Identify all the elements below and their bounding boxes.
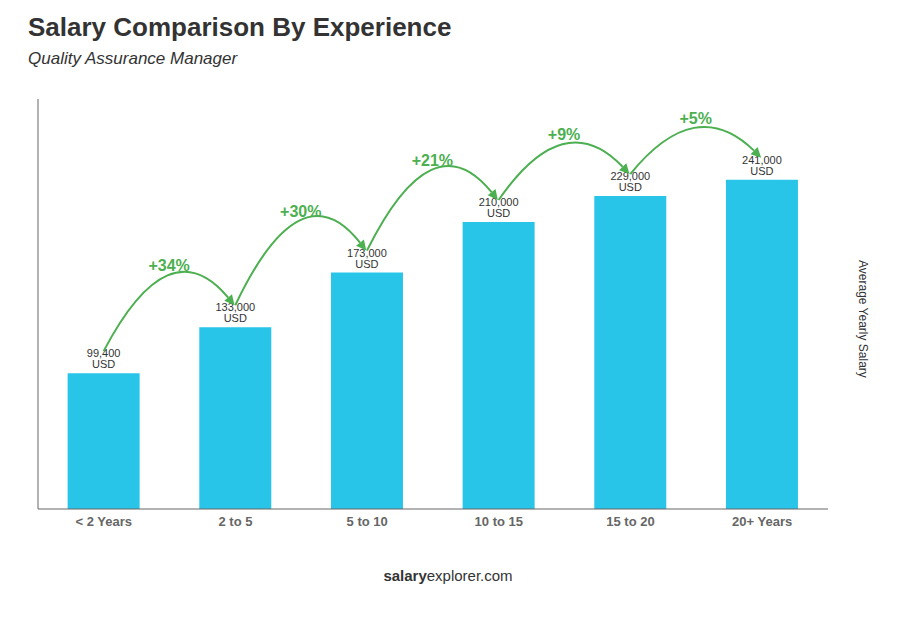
html-text:salary explorer.com: salary explorer.com (383, 567, 513, 584)
html-text:USD: USD (487, 207, 511, 219)
html-text:229,000: 229,000 (610, 170, 651, 182)
html-text:Salary Comparison By Experienc: Salary Comparison By Experience (28, 12, 452, 42)
svg-text:+5%: +5% (680, 110, 712, 127)
svg-text:241,000USD: 241,000USD (742, 154, 782, 177)
svg-text:+21%: +21% (412, 152, 453, 169)
svg-text:5 to 10: 5 to 10 (347, 514, 388, 529)
html-text:USD: USD (355, 257, 379, 270)
svg-text:+30%: +30% (280, 203, 321, 220)
html-text:Quality Assurance Manager: Quality Assurance Manager (28, 49, 238, 68)
html-text:210,000: 210,000 (478, 196, 519, 208)
svg-text:10 to 15: 10 to 15 (475, 514, 523, 529)
html-text:USD: USD (92, 358, 116, 371)
svg-text:< 2 Years: < 2 Years (76, 514, 133, 529)
html-text:99,400: 99,400 (86, 347, 121, 360)
html-text:USD: USD (223, 312, 247, 325)
svg-text:20+ Years: 20+ Years (732, 514, 792, 529)
svg-text:+9%: +9% (548, 126, 580, 143)
svg-text:15 to 20: 15 to 20 (606, 514, 654, 529)
svg-text:+34%: +34% (148, 257, 189, 274)
svg-text:2 to 5: 2 to 5 (219, 514, 253, 529)
html-text:133,000: 133,000 (215, 301, 256, 314)
html-text:Average Yearly Salary: Average Yearly Salary (856, 260, 870, 378)
html-text:USD: USD (618, 181, 642, 193)
html-text:173,000: 173,000 (347, 246, 387, 259)
